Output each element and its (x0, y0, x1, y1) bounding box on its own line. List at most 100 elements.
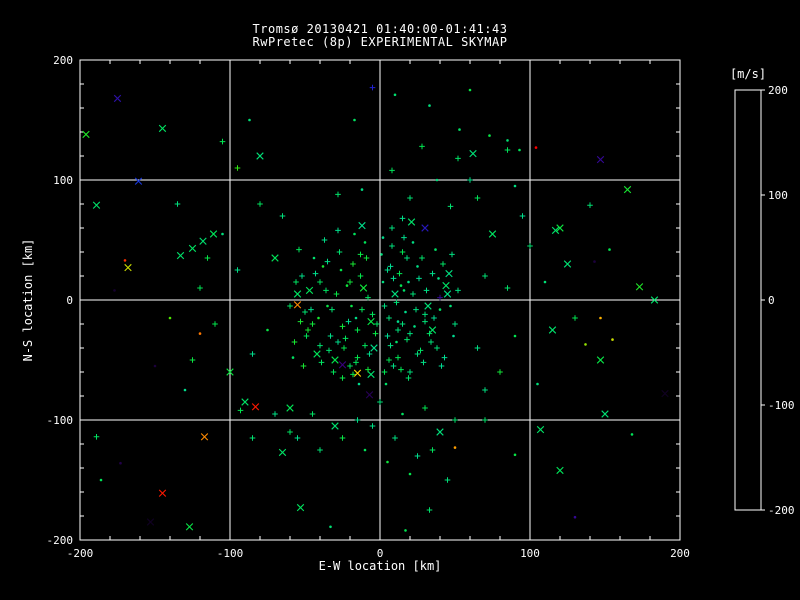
data-point (504, 147, 511, 153)
data-point (453, 446, 457, 449)
data-point (399, 249, 406, 255)
data-point (329, 525, 332, 529)
data-point (405, 375, 412, 381)
data-point (420, 359, 427, 366)
y-axis-label: N-S location [km] (21, 239, 35, 362)
data-point (445, 269, 453, 278)
data-point (429, 447, 436, 453)
data-point (417, 347, 424, 354)
data-point (458, 128, 461, 131)
data-point (363, 241, 367, 244)
data-point (422, 318, 428, 325)
data-point (534, 146, 538, 149)
data-point (365, 294, 371, 301)
data-point (357, 251, 364, 258)
data-point (573, 515, 577, 519)
data-point (488, 134, 491, 137)
data-point (339, 323, 346, 330)
colorbar: 200 100 0 -100 -200 (734, 84, 795, 517)
data-point (469, 149, 477, 158)
data-point (389, 243, 395, 249)
data-point (279, 213, 286, 219)
data-point (416, 275, 422, 282)
data-point (256, 152, 264, 160)
data-point (330, 369, 337, 375)
data-point (350, 261, 356, 267)
data-point (519, 213, 526, 219)
data-point (353, 369, 362, 377)
colorbar-tick-label: 0 (768, 294, 775, 307)
data-point (323, 287, 329, 294)
data-point (482, 387, 488, 393)
data-point (324, 258, 331, 265)
data-point (437, 294, 443, 301)
data-point (572, 315, 578, 321)
data-point (429, 270, 436, 277)
plot-frame (79, 59, 681, 541)
scatter-points (82, 84, 669, 532)
data-point (369, 423, 376, 429)
data-point (367, 370, 375, 379)
data-point (389, 225, 395, 231)
data-point (384, 382, 388, 386)
data-point (82, 130, 90, 139)
data-point (428, 326, 437, 334)
data-point (402, 289, 406, 292)
data-point (518, 148, 521, 152)
data-point (369, 311, 376, 318)
data-point (291, 356, 295, 359)
data-point (474, 195, 481, 201)
data-point (527, 243, 533, 249)
data-point (299, 273, 305, 279)
data-point (296, 246, 302, 253)
data-point (291, 339, 298, 345)
data-point (123, 259, 127, 262)
data-point (395, 340, 398, 344)
data-point (398, 366, 404, 373)
data-point (321, 265, 325, 268)
data-point (389, 167, 395, 174)
data-point (331, 422, 339, 430)
data-point (442, 281, 450, 290)
data-point (347, 279, 353, 285)
data-point (287, 429, 293, 435)
data-point (359, 306, 365, 313)
data-point (302, 309, 308, 315)
data-point (399, 321, 406, 327)
colorbar-tick-label: -100 (768, 399, 795, 412)
data-point (416, 265, 419, 268)
data-point (611, 338, 614, 341)
data-point (200, 433, 209, 441)
data-point (440, 261, 446, 267)
y-tick-label: -100 (47, 414, 74, 427)
data-point (661, 389, 669, 398)
data-point (305, 286, 314, 295)
data-point (384, 333, 391, 339)
data-point (399, 215, 406, 222)
data-point (153, 364, 157, 368)
data-point (369, 84, 376, 91)
data-point (300, 363, 307, 369)
data-point (551, 226, 560, 235)
data-point (336, 249, 343, 255)
chart-subtitle: RwPretec (8p) EXPERIMENTAL SKYMAP (253, 35, 508, 49)
data-point (134, 177, 143, 185)
data-point (93, 434, 100, 440)
data-point (335, 227, 341, 234)
data-point (410, 291, 416, 297)
data-point (204, 255, 211, 261)
data-point (587, 202, 593, 208)
data-point (294, 435, 301, 441)
data-point (392, 435, 398, 441)
data-point (384, 267, 391, 273)
data-point (413, 306, 419, 313)
data-point (293, 290, 302, 298)
data-point (443, 290, 452, 298)
data-point (399, 284, 403, 287)
data-point (92, 201, 101, 209)
data-point (596, 155, 605, 164)
data-point (593, 260, 596, 263)
data-point (452, 417, 458, 423)
data-point (357, 273, 364, 279)
